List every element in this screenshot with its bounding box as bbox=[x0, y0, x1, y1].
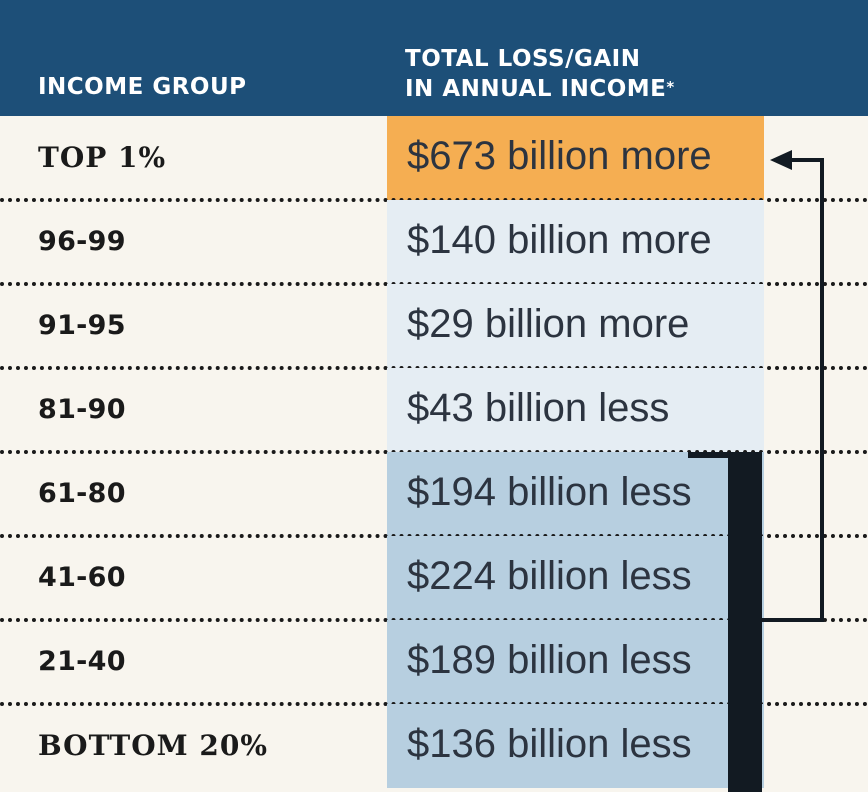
loss-gain-value: $224 billion less bbox=[407, 554, 692, 598]
value-cell bbox=[387, 536, 764, 620]
loss-gain-value: $189 billion less bbox=[407, 638, 692, 682]
income-group-label: 91-95 bbox=[38, 310, 126, 341]
loss-gain-value: $673 billion more bbox=[407, 134, 712, 178]
value-cell bbox=[387, 116, 764, 200]
income-group-label: TOP 1% bbox=[38, 141, 167, 174]
value-cell bbox=[387, 452, 764, 536]
footnote-mark: * bbox=[666, 78, 675, 96]
income-group-label: 96-99 bbox=[38, 226, 126, 257]
arrow-head-icon bbox=[770, 150, 792, 170]
loss-gain-header-line2: IN ANNUAL INCOME bbox=[405, 76, 667, 102]
value-cell bbox=[387, 200, 764, 284]
table-row: TOP 1% $673 billion more bbox=[0, 116, 868, 200]
value-cell bbox=[387, 620, 764, 704]
loss-gain-value: $43 billion less bbox=[407, 386, 670, 430]
value-cell bbox=[387, 284, 764, 368]
income-group-label: BOTTOM 20% bbox=[38, 729, 268, 762]
loss-gain-value: $29 billion more bbox=[407, 302, 690, 346]
table-row: 41-60 $224 billion less bbox=[0, 536, 868, 620]
income-group-label: 61-80 bbox=[38, 478, 126, 509]
value-cell bbox=[387, 704, 764, 788]
arrow-line bbox=[762, 158, 824, 622]
value-cell bbox=[387, 368, 764, 452]
bracket-bar bbox=[728, 452, 762, 792]
income-group-header: INCOME GROUP bbox=[38, 74, 247, 100]
loss-gain-value: $194 billion less bbox=[407, 470, 692, 514]
table-row: 91-95 $29 billion more bbox=[0, 284, 868, 368]
table-header: INCOME GROUP TOTAL LOSS/GAIN IN ANNUAL I… bbox=[0, 0, 868, 116]
table-row: 81-90 $43 billion less bbox=[0, 368, 868, 452]
bracket-top-cap bbox=[688, 452, 762, 458]
table-row: BOTTOM 20% $136 billion less bbox=[0, 704, 868, 788]
income-group-label: 21-40 bbox=[38, 646, 126, 677]
table-row: 61-80 $194 billion less bbox=[0, 452, 868, 536]
loss-gain-header: TOTAL LOSS/GAIN IN ANNUAL INCOME* bbox=[405, 44, 675, 104]
income-group-label: 41-60 bbox=[38, 562, 126, 593]
table-row: 21-40 $189 billion less bbox=[0, 620, 868, 704]
table-row: 96-99 $140 billion more bbox=[0, 200, 868, 284]
income-group-label: 81-90 bbox=[38, 394, 126, 425]
loss-gain-header-line1: TOTAL LOSS/GAIN bbox=[405, 46, 641, 72]
loss-gain-value: $136 billion less bbox=[407, 722, 692, 766]
loss-gain-value: $140 billion more bbox=[407, 218, 712, 262]
